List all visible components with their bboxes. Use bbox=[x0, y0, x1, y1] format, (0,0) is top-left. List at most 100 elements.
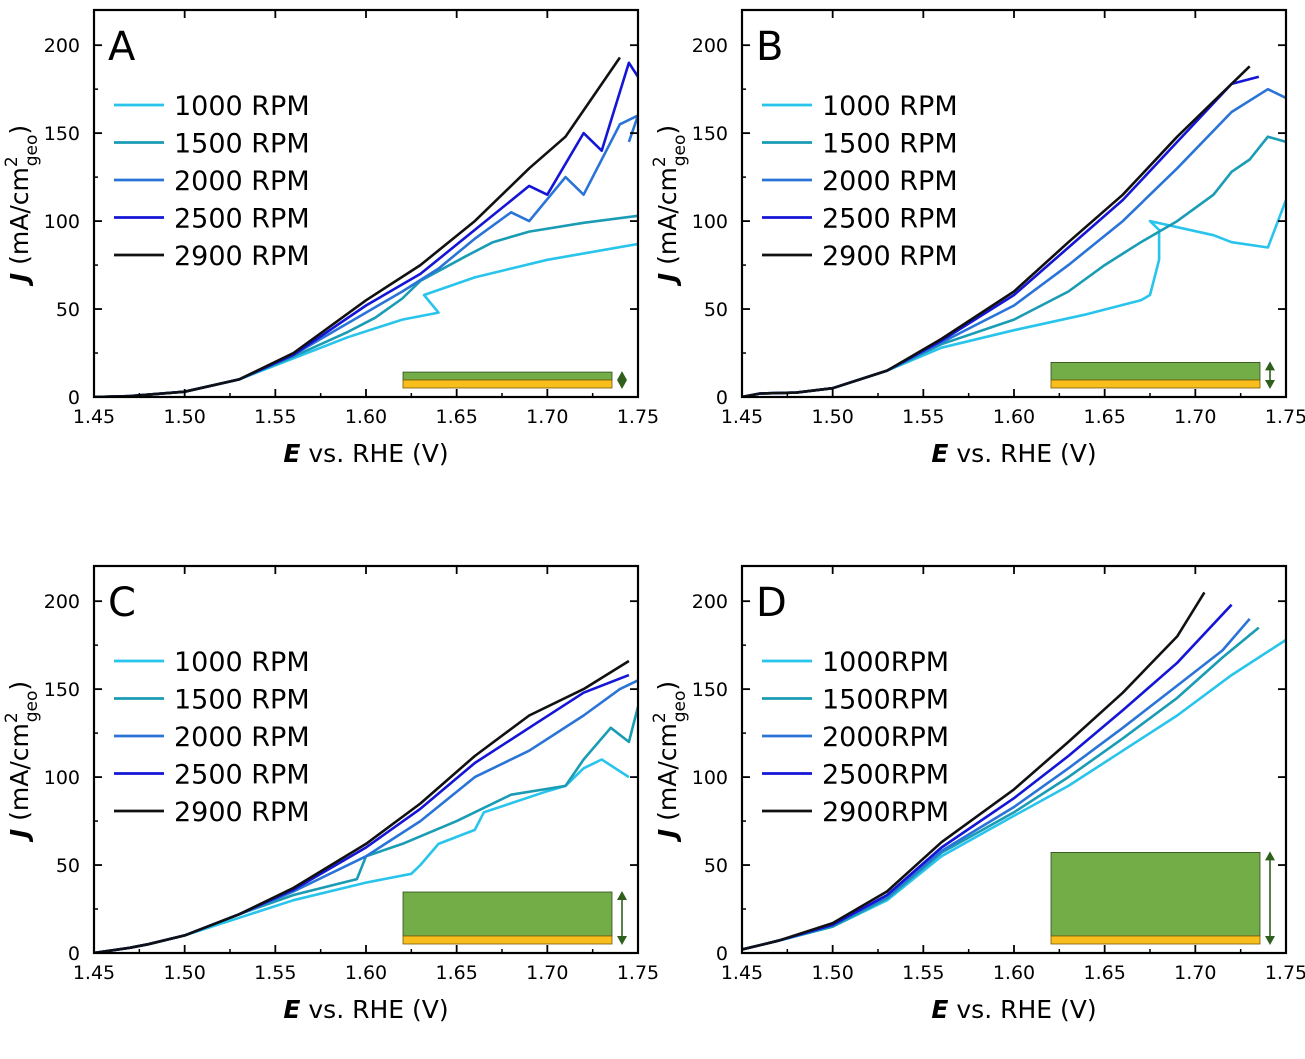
legend-label-0: 1000 RPM bbox=[174, 647, 310, 678]
y-tick-label: 150 bbox=[44, 679, 80, 701]
x-axis-title: E vs. RHE (V) bbox=[283, 439, 448, 468]
y-axis-title-sub: geo bbox=[670, 135, 690, 167]
x-tick-label: 1.50 bbox=[164, 406, 206, 428]
panel-letter: B bbox=[756, 24, 783, 70]
legend: 1000 RPM 1500 RPM 2000 RPM 2500 RPM 2900 RPM bbox=[114, 647, 310, 828]
x-tick-label: 1.60 bbox=[993, 962, 1035, 984]
x-tick-label: 1.75 bbox=[1265, 962, 1305, 984]
legend-label-2: 2000RPM bbox=[822, 722, 949, 753]
y-axis-title: J (mA/cm2geo) bbox=[650, 681, 690, 843]
legend-label-3: 2500 RPM bbox=[174, 760, 310, 791]
x-tick-label: 1.75 bbox=[1265, 406, 1305, 428]
x-axis-title: E vs. RHE (V) bbox=[283, 995, 448, 1024]
panel-letter: A bbox=[108, 24, 136, 70]
y-tick-label: 100 bbox=[692, 211, 728, 233]
y-axis-title-sup: 2 bbox=[650, 712, 670, 723]
y-axis-title-text: (mA/cm bbox=[653, 167, 682, 273]
x-tick-label: 1.50 bbox=[812, 962, 854, 984]
thickness-arrow-up-icon bbox=[617, 891, 627, 900]
thickness-arrow-up-icon bbox=[617, 371, 627, 381]
chart-panel-c: 1.45 1.50 1.55 1.60 1.65 1.70 1.75 0 50 100 150 200… bbox=[2, 564, 659, 1024]
y-tick-label: 50 bbox=[704, 299, 728, 321]
series-line-3 bbox=[742, 75, 1260, 397]
x-tick-label: 1.55 bbox=[902, 406, 944, 428]
legend-label-1: 1500RPM bbox=[822, 685, 949, 716]
legend-label-2: 2000 RPM bbox=[174, 166, 310, 197]
y-tick-label: 0 bbox=[716, 943, 728, 965]
thickness-arrow-up-icon bbox=[1265, 361, 1275, 371]
substrate-layer bbox=[402, 935, 613, 945]
x-tick-label: 1.65 bbox=[1084, 406, 1126, 428]
legend: 1000 RPM 1500 RPM 2000 RPM 2500 RPM 2900 RPM bbox=[114, 91, 310, 272]
y-tick-label: 200 bbox=[44, 591, 80, 613]
y-axis-title-text: (mA/cm bbox=[5, 723, 34, 829]
chart-panel-a: 1.45 1.50 1.55 1.60 1.65 1.70 1.75 0 50 100 150 200… bbox=[2, 8, 659, 468]
x-tick-label: 1.70 bbox=[1174, 962, 1216, 984]
legend-label-1: 1500 RPM bbox=[822, 129, 958, 160]
legend-label-4: 2900 RPM bbox=[174, 797, 310, 828]
x-tick-label: 1.60 bbox=[345, 962, 387, 984]
y-tick-label: 50 bbox=[704, 855, 728, 877]
y-axis-title-text: (mA/cm bbox=[653, 723, 682, 829]
panel-letter: D bbox=[756, 580, 787, 626]
legend-label-2: 2000 RPM bbox=[174, 722, 310, 753]
legend-label-1: 1500 RPM bbox=[174, 129, 310, 160]
y-tick-label: 50 bbox=[56, 299, 80, 321]
y-axis-title-symbol: J bbox=[5, 829, 34, 843]
y-tick-label: 200 bbox=[44, 35, 80, 57]
y-tick-label: 150 bbox=[44, 123, 80, 145]
x-axis-title-text: vs. RHE (V) bbox=[948, 439, 1096, 468]
x-tick-label: 1.55 bbox=[254, 406, 296, 428]
legend-label-4: 2900 RPM bbox=[174, 241, 310, 272]
x-tick-label: 1.75 bbox=[617, 962, 659, 984]
x-axis-title-symbol: E bbox=[931, 995, 948, 1024]
legend-label-0: 1000 RPM bbox=[174, 91, 310, 122]
y-tick-label: 200 bbox=[692, 35, 728, 57]
x-tick-label: 1.75 bbox=[617, 406, 659, 428]
y-axis-title-symbol: J bbox=[653, 273, 682, 287]
thickness-arrow-down-icon bbox=[1265, 936, 1275, 945]
y-tick-label: 100 bbox=[44, 211, 80, 233]
y-axis-title-symbol: J bbox=[5, 273, 34, 287]
x-axis-title: E vs. RHE (V) bbox=[931, 439, 1096, 468]
y-axis-title-sup: 2 bbox=[650, 156, 670, 167]
legend: 1000RPM 1500RPM 2000RPM 2500RPM 2900RPM bbox=[762, 647, 949, 828]
series-line-4 bbox=[94, 56, 621, 397]
chart-panel-d: 1.45 1.50 1.55 1.60 1.65 1.70 1.75 0 50 100 150 200… bbox=[650, 564, 1305, 1024]
x-tick-label: 1.60 bbox=[993, 406, 1035, 428]
catalyst-layer bbox=[402, 891, 613, 937]
substrate-layer bbox=[1050, 935, 1261, 945]
x-axis-title-symbol: E bbox=[931, 439, 948, 468]
x-tick-label: 1.65 bbox=[1084, 962, 1126, 984]
thickness-arrow-down-icon bbox=[1265, 380, 1275, 389]
y-tick-label: 150 bbox=[692, 123, 728, 145]
thickness-arrow-down-icon bbox=[617, 936, 627, 945]
x-tick-label: 1.45 bbox=[721, 406, 763, 428]
y-axis-title-text: (mA/cm bbox=[5, 167, 34, 273]
chart-panel-b: 1.45 1.50 1.55 1.60 1.65 1.70 1.75 0 50 100 150 200… bbox=[650, 8, 1305, 468]
x-tick-label: 1.70 bbox=[1174, 406, 1216, 428]
y-axis-title-sub: geo bbox=[22, 135, 42, 167]
x-tick-label: 1.45 bbox=[73, 406, 115, 428]
y-axis-title: J (mA/cm2geo) bbox=[2, 125, 42, 287]
legend-label-3: 2500 RPM bbox=[174, 204, 310, 235]
legend-label-0: 1000RPM bbox=[822, 647, 949, 678]
y-axis-title-close: ) bbox=[5, 125, 34, 135]
x-axis-title-text: vs. RHE (V) bbox=[300, 439, 448, 468]
y-tick-label: 150 bbox=[692, 679, 728, 701]
y-axis-title: J (mA/cm2geo) bbox=[650, 125, 690, 287]
x-tick-label: 1.55 bbox=[254, 962, 296, 984]
x-axis-title-symbol: E bbox=[283, 995, 300, 1024]
catalyst-layer bbox=[1050, 852, 1261, 937]
y-axis-title: J (mA/cm2geo) bbox=[2, 681, 42, 843]
legend: 1000 RPM 1500 RPM 2000 RPM 2500 RPM 2900 RPM bbox=[762, 91, 958, 272]
substrate-layer bbox=[402, 379, 613, 389]
y-axis-title-sup: 2 bbox=[2, 156, 22, 167]
x-axis-title-symbol: E bbox=[283, 439, 300, 468]
x-tick-label: 1.70 bbox=[526, 406, 568, 428]
catalyst-layer bbox=[402, 371, 613, 381]
x-tick-label: 1.50 bbox=[164, 962, 206, 984]
legend-label-4: 2900RPM bbox=[822, 797, 949, 828]
legend-label-4: 2900 RPM bbox=[822, 241, 958, 272]
